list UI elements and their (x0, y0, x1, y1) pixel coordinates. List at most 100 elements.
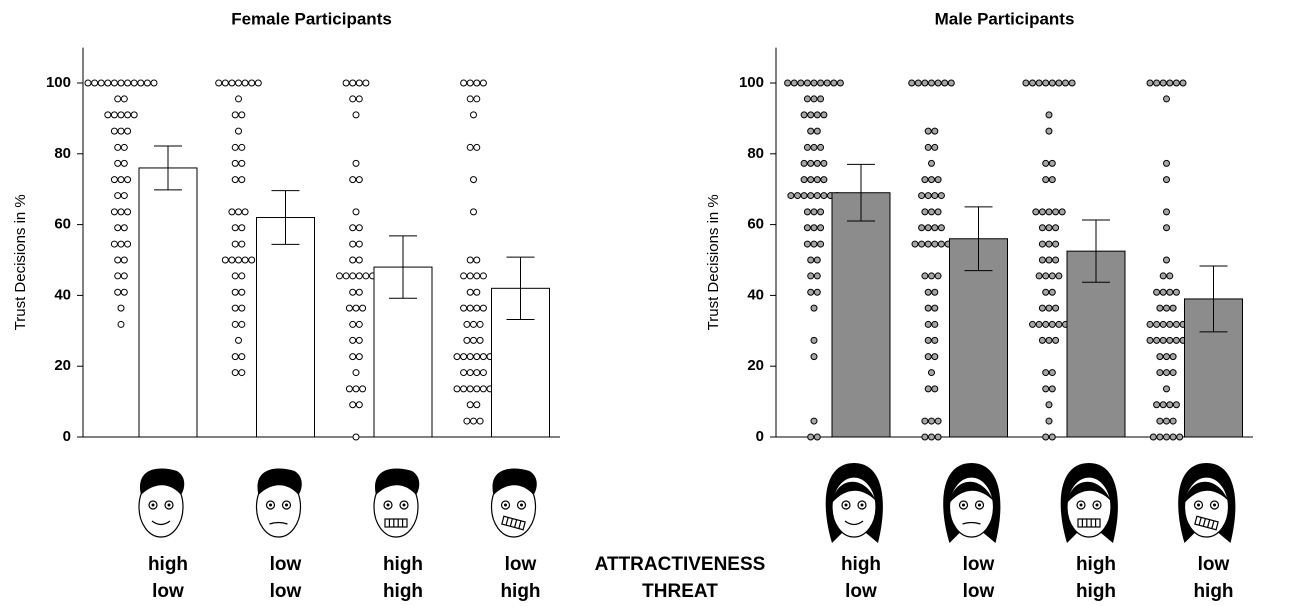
participant-dot (803, 208, 811, 216)
participant-dot (1055, 79, 1063, 87)
participant-dot (1058, 208, 1066, 216)
participant-dot (349, 95, 357, 103)
error-bar (389, 235, 417, 299)
participant-dot (349, 320, 357, 328)
participant-dot (117, 176, 125, 184)
participant-dot (120, 288, 128, 296)
participant-dot (1169, 304, 1177, 312)
participant-dot (1172, 401, 1180, 409)
participant-dot (931, 385, 939, 393)
participant-dot (803, 95, 811, 103)
participant-dot (352, 433, 360, 441)
participant-dot (238, 288, 246, 296)
participant-dot (918, 224, 926, 232)
participant-dot (1159, 272, 1167, 280)
participant-dot (473, 369, 481, 377)
category-label: high (500, 581, 540, 602)
participant-dot (830, 79, 838, 87)
participant-dot (238, 143, 246, 151)
face-icon (825, 463, 883, 543)
participant-dot (238, 159, 246, 167)
participant-dot (117, 320, 125, 328)
participant-dot (137, 79, 145, 87)
participant-dot (1052, 256, 1060, 264)
participant-dot (924, 353, 932, 361)
participant-dot (1048, 159, 1056, 167)
face-icon (943, 463, 1001, 543)
participant-dot (820, 176, 828, 184)
participant-dot (466, 143, 474, 151)
participant-dot (1153, 288, 1161, 296)
participant-dot (453, 385, 461, 393)
participant-dot (349, 336, 357, 344)
participant-dot (1042, 320, 1050, 328)
participant-dot (238, 353, 246, 361)
category-label: high (1076, 581, 1116, 602)
pupil (285, 503, 288, 507)
participant-dot (124, 208, 132, 216)
participant-dot (928, 272, 935, 280)
error-bar (847, 163, 875, 222)
participant-dot (466, 256, 474, 264)
pupil (978, 503, 981, 507)
participant-dot (110, 111, 118, 119)
pupil (844, 503, 848, 507)
participant-dot (921, 208, 929, 216)
participant-dot (117, 240, 125, 248)
participant-dot (1156, 353, 1164, 361)
participant-dot (931, 127, 939, 135)
participant-dot (473, 95, 481, 103)
participant-dot (473, 304, 481, 312)
participant-dot (248, 79, 256, 87)
participant-dot (352, 159, 360, 167)
participant-dot (1166, 336, 1174, 344)
participant-dot (460, 385, 468, 393)
participant-dot (1038, 240, 1046, 248)
participant-dot (349, 256, 357, 264)
bar (949, 238, 1008, 438)
participant-dot (241, 256, 249, 264)
participant-dot (1048, 433, 1056, 441)
category-label: low (270, 554, 302, 575)
participant-dot (931, 336, 939, 344)
participant-dot (813, 127, 821, 135)
participant-dot (931, 240, 939, 248)
participant-dot (1052, 208, 1060, 216)
participant-dot (1163, 353, 1170, 361)
category-label: low (1198, 554, 1230, 575)
pupil (269, 503, 272, 507)
participant-dot (349, 240, 357, 248)
participant-dot (810, 79, 818, 87)
participant-dot (114, 95, 122, 103)
participant-dot (228, 256, 236, 264)
participant-dot (355, 320, 363, 328)
participant-dot (1042, 79, 1050, 87)
tooth (509, 518, 513, 527)
participant-dot (928, 176, 935, 184)
participant-dot (114, 159, 122, 167)
participant-dot (1159, 320, 1167, 328)
face-icon (490, 468, 537, 538)
participant-dot (1045, 336, 1053, 344)
participant-dot (362, 272, 370, 280)
participant-dot (241, 208, 249, 216)
participant-dot (1163, 176, 1170, 184)
participant-dot (1153, 320, 1161, 328)
tooth (1202, 518, 1206, 527)
participant-dot (928, 208, 935, 216)
participant-dot (1172, 288, 1180, 296)
participant-dot (1163, 208, 1170, 216)
participant-dot (934, 272, 942, 280)
y-axis-label: Trust Decisions in % (12, 194, 29, 330)
category-label: low (963, 554, 995, 575)
participant-dot (359, 385, 367, 393)
participant-dot (1156, 433, 1164, 441)
face-icon (1178, 463, 1236, 543)
pupil (1095, 503, 1099, 507)
participant-dot (1052, 304, 1060, 312)
participant-dot (352, 369, 360, 377)
participant-dot (931, 224, 939, 232)
participant-dot (1045, 256, 1053, 264)
participant-dot (231, 353, 239, 361)
participant-dot (803, 224, 811, 232)
